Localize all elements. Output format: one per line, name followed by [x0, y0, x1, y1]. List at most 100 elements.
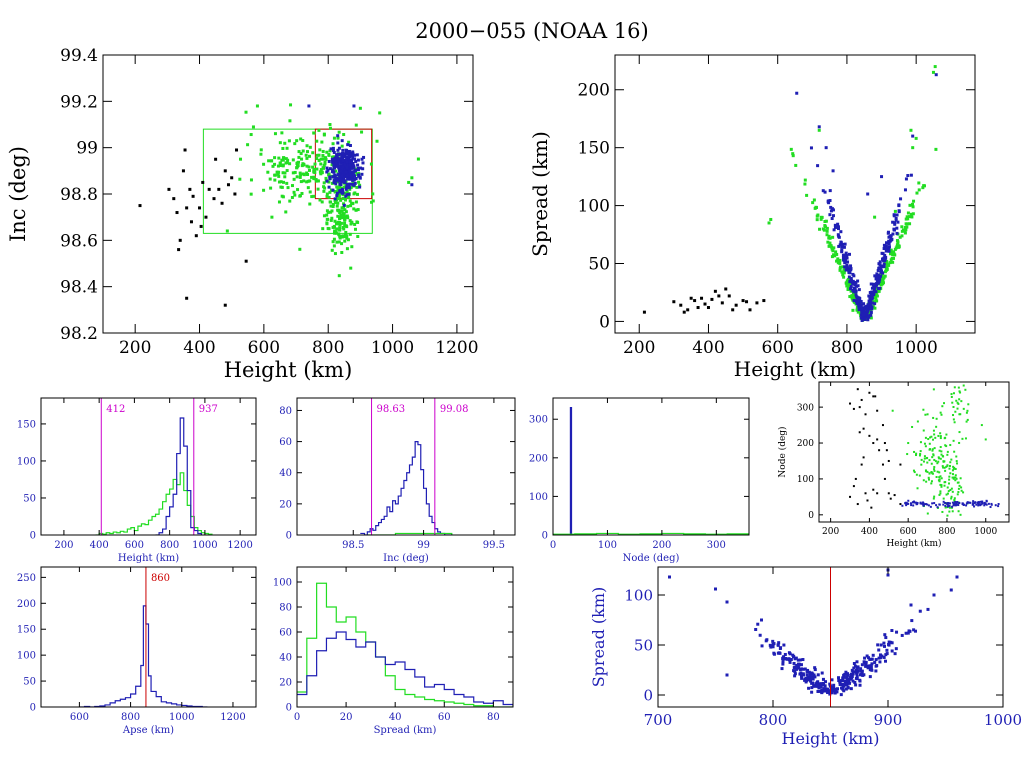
data-point [858, 673, 862, 677]
data-point [849, 677, 853, 681]
data-point [312, 167, 316, 171]
data-point [725, 600, 729, 604]
data-point [352, 183, 356, 187]
data-point [946, 514, 949, 517]
data-point [975, 503, 978, 506]
data-point [828, 199, 832, 203]
data-point [885, 648, 889, 652]
data-point [947, 502, 950, 505]
data-point [901, 228, 905, 232]
data-point [890, 649, 894, 653]
data-point [346, 216, 350, 220]
data-point [824, 680, 828, 684]
data-point [354, 177, 358, 181]
data-point [794, 163, 798, 167]
panel-p3: 200 400 600 800 1000 0 100 200 300 Height (km) Nod… [777, 381, 1010, 549]
plot-area-p1 [138, 103, 420, 307]
data-point [325, 217, 329, 221]
data-point [907, 215, 911, 219]
data-point [185, 296, 189, 300]
data-point [875, 272, 879, 276]
data-point [345, 190, 349, 194]
data-point [911, 205, 915, 209]
data-point [317, 158, 321, 162]
data-point [337, 240, 341, 244]
data-point [837, 244, 841, 248]
data-point [686, 308, 690, 312]
data-point [853, 680, 857, 684]
data-point [851, 292, 855, 296]
data-point [885, 449, 888, 452]
y-tick-label: 50 [588, 254, 610, 274]
data-point [342, 168, 346, 172]
data-point [959, 391, 962, 394]
series-blue [360, 440, 453, 535]
data-point [356, 166, 360, 170]
data-point [855, 660, 859, 664]
data-point [944, 481, 947, 484]
data-point [332, 164, 336, 168]
data-point [922, 479, 925, 482]
data-point [345, 182, 349, 186]
y-tick-label: 50 [23, 493, 36, 504]
data-point [862, 309, 866, 313]
data-point [946, 453, 949, 456]
data-point [299, 137, 303, 141]
data-point [828, 241, 832, 245]
data-point [891, 409, 894, 412]
data-point [801, 667, 805, 671]
data-point [335, 176, 339, 180]
data-point [296, 164, 300, 168]
histogram-line [95, 472, 213, 535]
data-point [952, 465, 955, 468]
data-point [889, 252, 893, 256]
data-point [342, 203, 346, 207]
data-point [951, 469, 954, 472]
data-point [948, 504, 951, 507]
data-point [230, 176, 234, 180]
data-point [322, 132, 326, 136]
data-point [949, 444, 952, 447]
data-point [967, 403, 970, 406]
data-point [862, 660, 866, 664]
data-point [873, 215, 877, 219]
y-tick-label: 40 [279, 468, 292, 479]
data-point [874, 295, 878, 299]
data-point [877, 280, 881, 284]
data-point [937, 434, 940, 437]
data-point [892, 227, 896, 231]
data-point [352, 104, 356, 108]
data-point [334, 155, 338, 159]
data-point [223, 169, 227, 173]
data-point [887, 459, 890, 462]
data-point [315, 139, 319, 143]
data-point [835, 687, 839, 691]
data-point [358, 185, 362, 189]
data-point [994, 504, 997, 507]
data-point [322, 163, 326, 167]
data-point [767, 221, 771, 225]
data-point [890, 629, 894, 633]
data-point [807, 670, 811, 674]
data-point [356, 220, 360, 224]
data-point [803, 182, 807, 186]
histogram-line [155, 417, 202, 535]
data-point [359, 166, 363, 170]
data-point [877, 648, 881, 652]
data-point [853, 283, 857, 287]
data-point [356, 234, 360, 238]
data-point [825, 687, 829, 691]
data-point [895, 226, 899, 230]
data-point [277, 156, 281, 160]
data-point [856, 299, 860, 303]
data-point [932, 388, 935, 391]
data-point [310, 195, 314, 199]
data-point [764, 639, 768, 643]
data-point [343, 215, 347, 219]
data-point [867, 299, 871, 303]
y-tick-label: 300 [797, 403, 814, 413]
data-point [817, 125, 821, 129]
data-point [331, 146, 335, 150]
data-point [348, 182, 352, 186]
data-point [863, 318, 867, 322]
